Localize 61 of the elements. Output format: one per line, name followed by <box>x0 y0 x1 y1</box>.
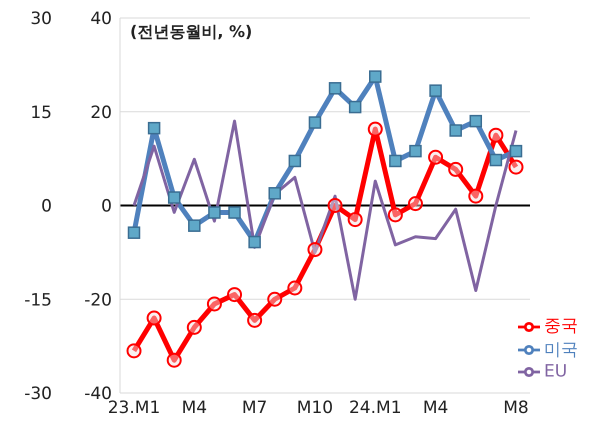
point <box>126 343 142 358</box>
point <box>470 114 482 128</box>
x-tick-label: M4 <box>422 398 448 418</box>
unit-note: (전년동월비, %) <box>130 22 252 43</box>
point <box>166 352 182 368</box>
y-tick-label: 40 <box>90 9 112 30</box>
point <box>208 206 221 219</box>
point <box>267 292 282 307</box>
point <box>508 160 524 175</box>
point <box>449 124 462 137</box>
point <box>328 82 342 95</box>
point <box>228 206 241 219</box>
point <box>186 320 202 335</box>
point <box>308 116 322 129</box>
point <box>448 162 464 177</box>
point <box>128 226 140 239</box>
point <box>227 287 242 302</box>
point <box>409 144 422 158</box>
y-tick-label: 0 <box>101 196 112 217</box>
y2-tick-label: 0 <box>41 196 52 217</box>
point <box>168 191 180 204</box>
x-tick-label: M7 <box>242 398 268 418</box>
point <box>368 122 383 137</box>
point <box>389 154 402 168</box>
legend-label: 중국 <box>544 316 578 336</box>
point <box>429 84 442 97</box>
point <box>307 242 322 258</box>
x-tick-label: M10 <box>296 398 334 418</box>
x-tick-label: M8 <box>503 398 529 418</box>
point <box>206 296 222 312</box>
y2-tick-label: -30 <box>24 384 52 404</box>
point <box>248 236 261 248</box>
y2-tick-label: 30 <box>30 9 52 30</box>
line-series <box>132 120 518 301</box>
point <box>146 310 162 326</box>
point <box>468 188 484 204</box>
point <box>328 198 343 213</box>
x-tick-label: M4 <box>182 398 208 418</box>
point <box>490 154 502 166</box>
point <box>247 312 262 328</box>
y-tick-label: -20 <box>84 290 112 310</box>
y-tick-label: 20 <box>90 102 112 123</box>
point <box>288 154 302 168</box>
legend-label: 미국 <box>544 340 578 360</box>
point <box>188 219 201 232</box>
point <box>348 100 362 114</box>
point <box>510 144 522 158</box>
point <box>369 70 382 83</box>
point <box>428 150 444 165</box>
point <box>388 207 403 222</box>
legend-label: EU <box>544 362 568 382</box>
point <box>408 196 423 212</box>
point <box>287 280 302 296</box>
y2-tick-label: -15 <box>24 290 52 310</box>
point <box>348 212 363 228</box>
x-tick-label: 23.M1 <box>108 398 160 418</box>
point <box>268 187 281 200</box>
y2-tick-label: 15 <box>30 102 52 123</box>
x-tick-label: 24.M1 <box>349 398 402 418</box>
point <box>488 128 504 143</box>
point <box>148 122 160 134</box>
